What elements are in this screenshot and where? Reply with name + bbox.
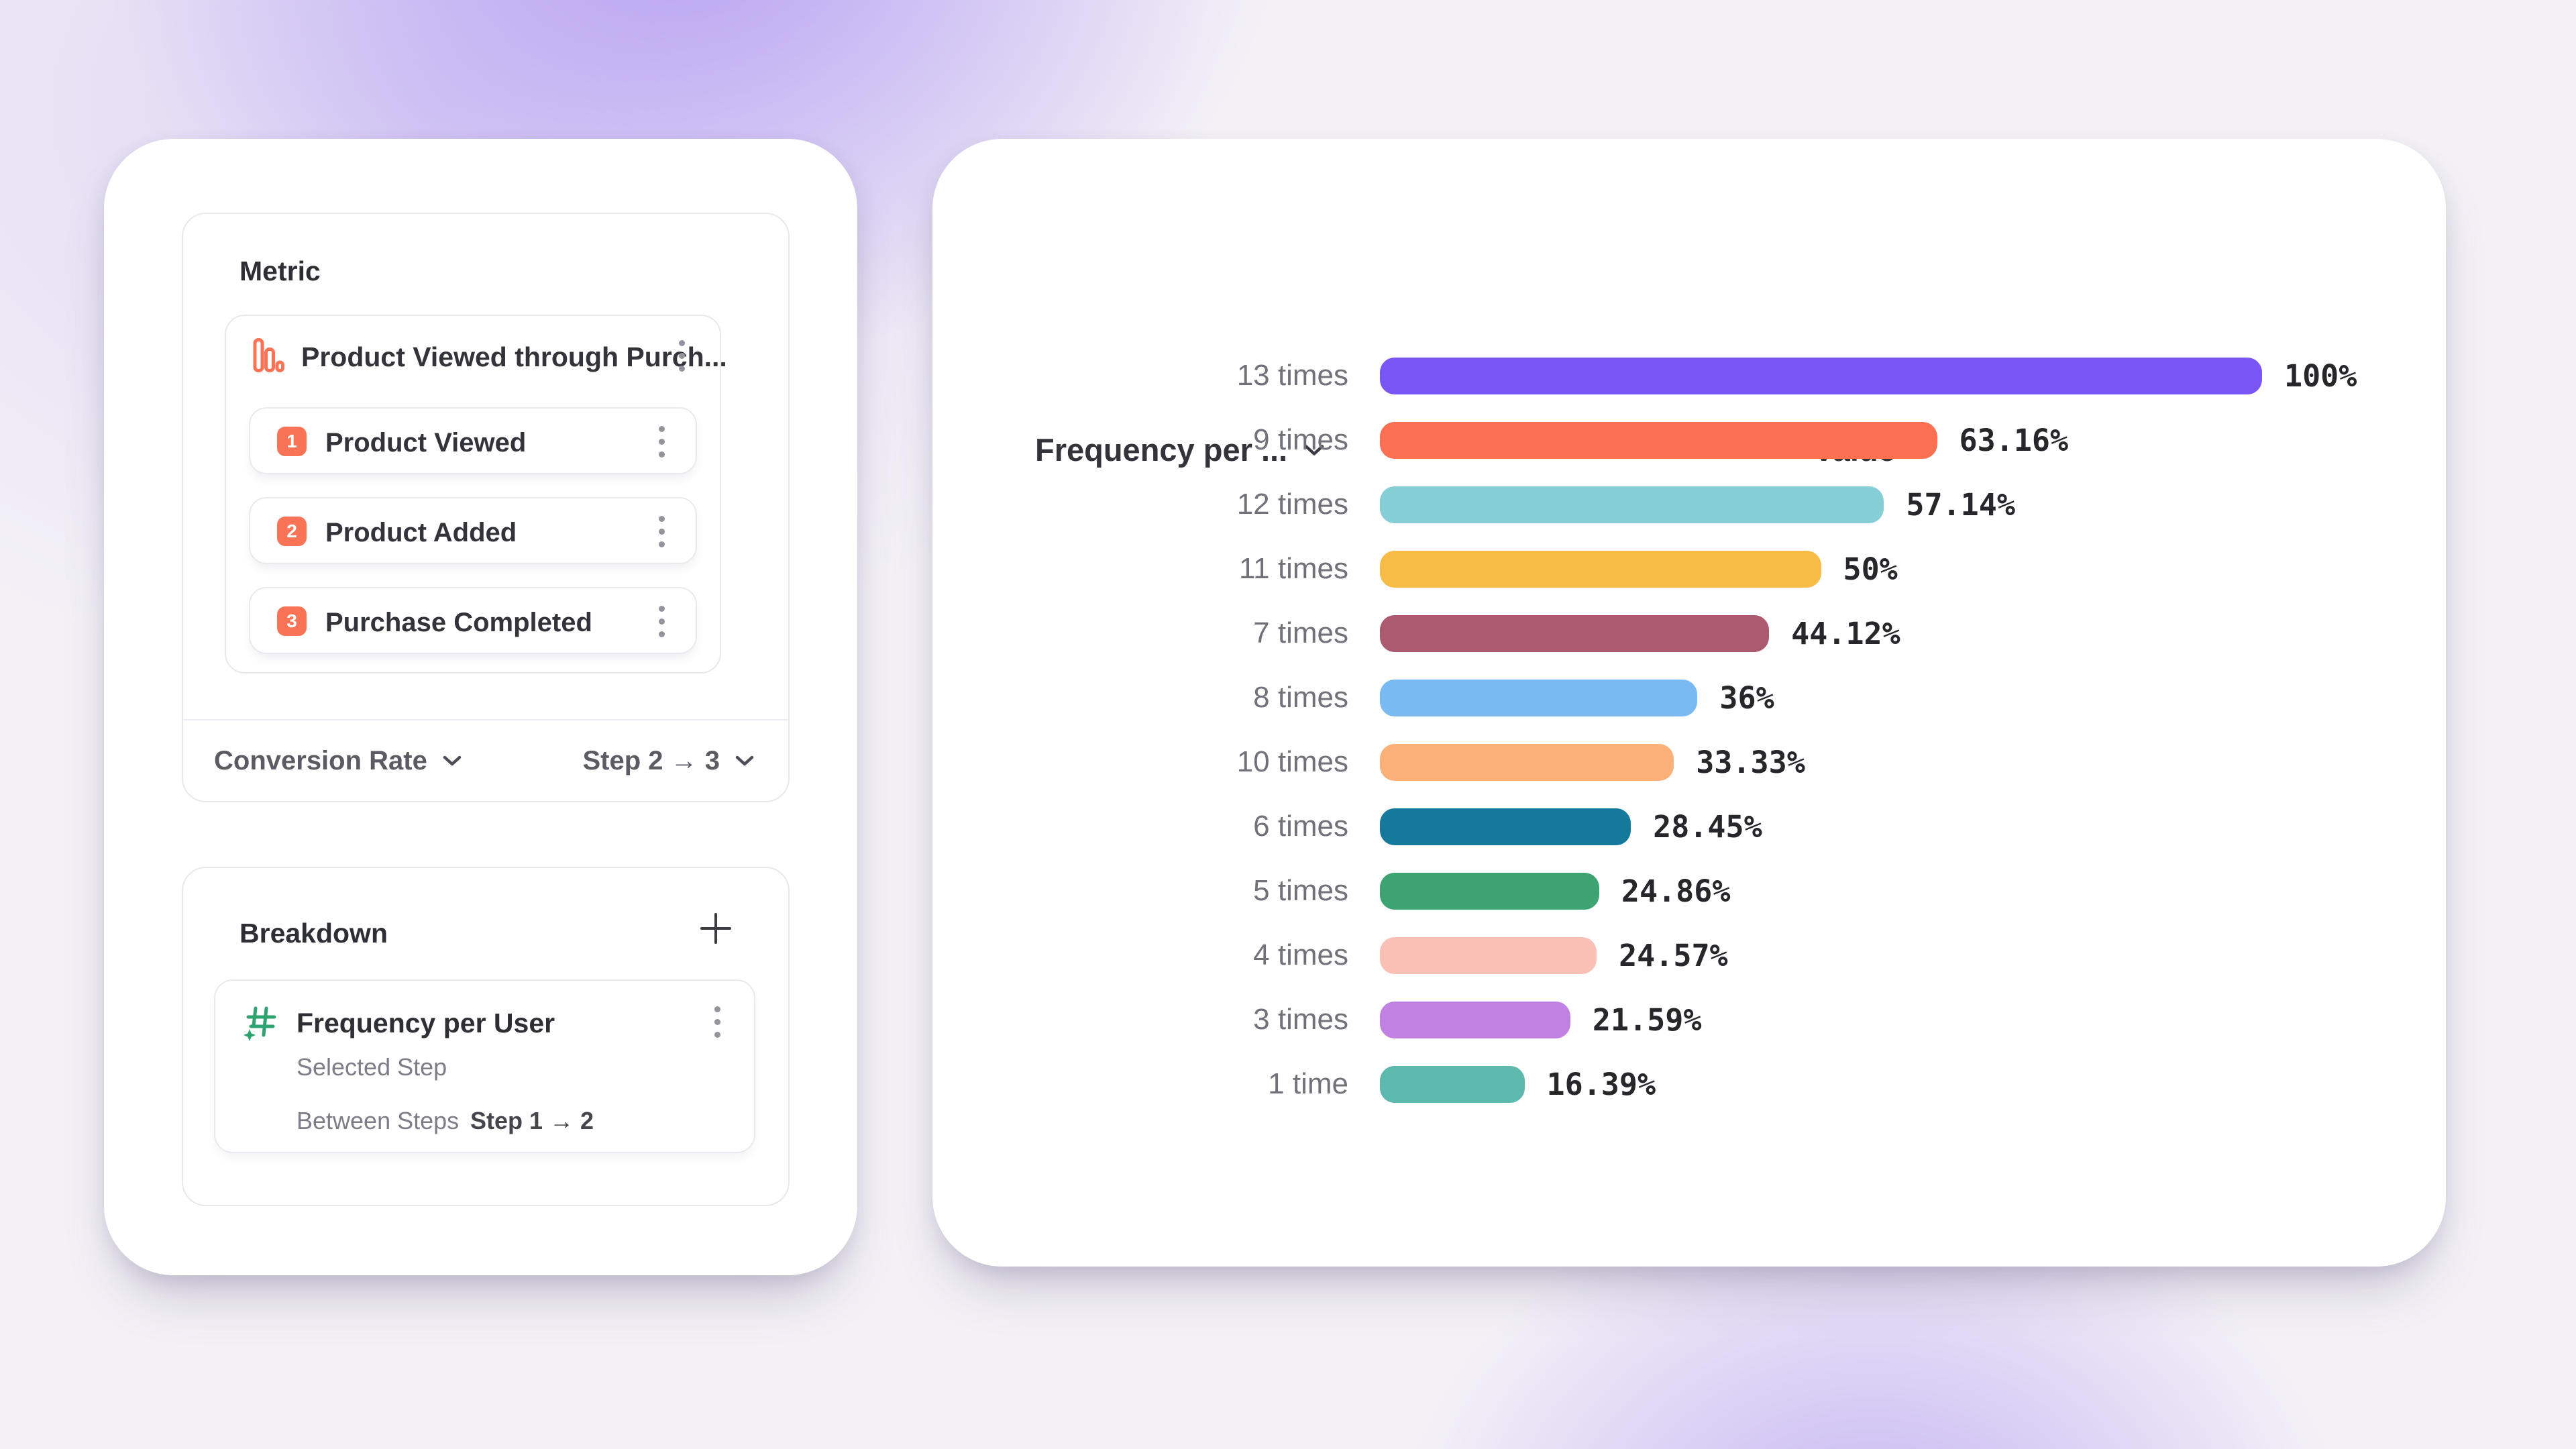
chart-row-label: 13 times [1236,359,1348,392]
breakdown-detail-label: Between Steps [297,1107,460,1134]
chevron-down-icon [442,755,462,767]
chart-bar-value: 50% [1843,551,1898,587]
chart-row: 3 times 21.59% [932,1001,1701,1038]
chart-bar[interactable] [1380,743,1674,781]
chart-row-label: 1 time [1268,1067,1348,1100]
chart-row-label: 9 times [1253,423,1348,456]
chart-category-header-label: Frequency per ... [1035,432,1288,468]
funnel-step-label: Product Added [325,518,517,547]
chart-bar[interactable] [1380,936,1597,974]
chart-card: Frequency per ... Value 13 times 100% 9 … [932,139,2446,1267]
chart-bar-value: 100% [2284,358,2357,394]
metric-footer: Conversion Rate Step 2 → 3 [183,719,788,802]
breakdown-property-card[interactable]: Frequency per User Selected Step Between… [214,979,755,1153]
breakdown-section: Breakdown Frequency per User Sele [182,867,790,1206]
chart-row: 12 times 57.14% [932,486,2015,523]
chart-row: 4 times 24.57% [932,936,1728,974]
chart-bar-value: 33.33% [1696,744,1805,780]
chart-bar[interactable] [1380,872,1599,910]
chart-row: 13 times 100% [932,357,2357,394]
chart-bar-value: 28.45% [1653,808,1762,845]
chart-row: 1 time 16.39% [932,1065,1656,1103]
chart-row-label: 3 times [1253,1003,1348,1036]
chart-bar-value: 57.14% [1906,486,2015,523]
kebab-menu-icon[interactable] [659,426,665,458]
chart-row: 11 times 50% [932,550,1898,588]
chevron-down-icon [735,755,755,767]
funnel-step-row[interactable]: 1 Product Viewed [249,407,697,474]
breakdown-detail-row: Selected Step [297,1053,470,1081]
add-breakdown-button[interactable] [696,908,736,949]
chart-row: 7 times 44.12% [932,614,1900,652]
chart-row-label: 11 times [1238,552,1348,585]
chart-row: 5 times 24.86% [932,872,1730,910]
chart-row-label: 5 times [1253,874,1348,907]
kebab-menu-icon[interactable] [679,340,685,372]
chart-bar-value: 16.39% [1546,1066,1656,1102]
kebab-menu-icon[interactable] [714,1006,720,1038]
conversion-rate-label: Conversion Rate [214,745,427,775]
breakdown-detail-label: Selected Step [297,1053,447,1081]
chart-bar[interactable] [1380,679,1698,716]
kebab-menu-icon[interactable] [659,606,665,637]
breakdown-detail-value[interactable]: Step 1 → 2 [470,1107,594,1134]
funnel-event-name: Product Viewed through Purch... [301,341,727,372]
chart-bar[interactable] [1380,421,1937,459]
funnel-step-row[interactable]: 2 Product Added [249,497,697,564]
breakdown-property-name: Frequency per User [297,1008,555,1038]
chart-row: 9 times 63.16% [932,421,2068,459]
chart-bar-value: 36% [1719,680,1774,716]
chart-bar[interactable] [1380,614,1770,652]
funnel-step-label: Purchase Completed [325,608,592,637]
chart-bar-value: 21.59% [1592,1002,1702,1038]
metric-section: Metric Product Viewed through Purch... 1… [182,213,790,802]
conversion-rate-dropdown[interactable]: Conversion Rate [214,719,462,802]
hash-numeric-icon [242,1004,278,1044]
chart-bar-value: 44.12% [1791,615,1900,651]
funnel-step-row[interactable]: 3 Purchase Completed [249,587,697,654]
chart-bar[interactable] [1380,550,1821,588]
divider [183,719,788,720]
breakdown-detail-row: Between Steps Step 1 → 2 [297,1107,594,1135]
chart-bar[interactable] [1380,808,1631,845]
chart-bar[interactable] [1380,357,2262,394]
step-number-badge: 1 [277,427,307,456]
chart-category-header-dropdown[interactable]: Frequency per ... [1035,431,1325,468]
step-number-badge: 3 [277,606,307,636]
kebab-menu-icon[interactable] [659,516,665,547]
chart-bar[interactable] [1380,1001,1570,1038]
chart-row-label: 8 times [1253,681,1348,714]
query-builder-card: Metric Product Viewed through Purch... 1… [104,139,857,1275]
chart-bar[interactable] [1380,486,1884,523]
step-range-dropdown[interactable]: Step 2 → 3 [582,719,755,802]
chart-row-label: 4 times [1253,938,1348,971]
chart-row: 8 times 36% [932,679,1774,716]
chevron-down-icon [1303,443,1325,457]
funnel-event-group[interactable]: Product Viewed through Purch... 1 Produc… [225,315,727,674]
chart-row-label: 6 times [1253,810,1348,843]
breakdown-section-title: Breakdown [239,918,388,949]
chart-row-label: 7 times [1253,616,1348,649]
chart-row-label: 10 times [1236,745,1348,778]
funnel-bars-icon [252,337,284,377]
step-number-badge: 2 [277,517,307,546]
chart-bar-value: 24.57% [1619,937,1728,973]
chart-bar-value: 63.16% [1959,422,2069,458]
funnel-step-label: Product Viewed [325,428,527,458]
chart-row: 10 times 33.33% [932,743,1805,781]
chart-row-label: 12 times [1236,488,1348,521]
chart-bar-value: 24.86% [1621,873,1731,909]
chart-row: 6 times 28.45% [932,808,1762,845]
chart-bar[interactable] [1380,1065,1525,1103]
step-range-label: Step 2 → 3 [582,745,720,775]
metric-section-title: Metric [239,256,321,286]
